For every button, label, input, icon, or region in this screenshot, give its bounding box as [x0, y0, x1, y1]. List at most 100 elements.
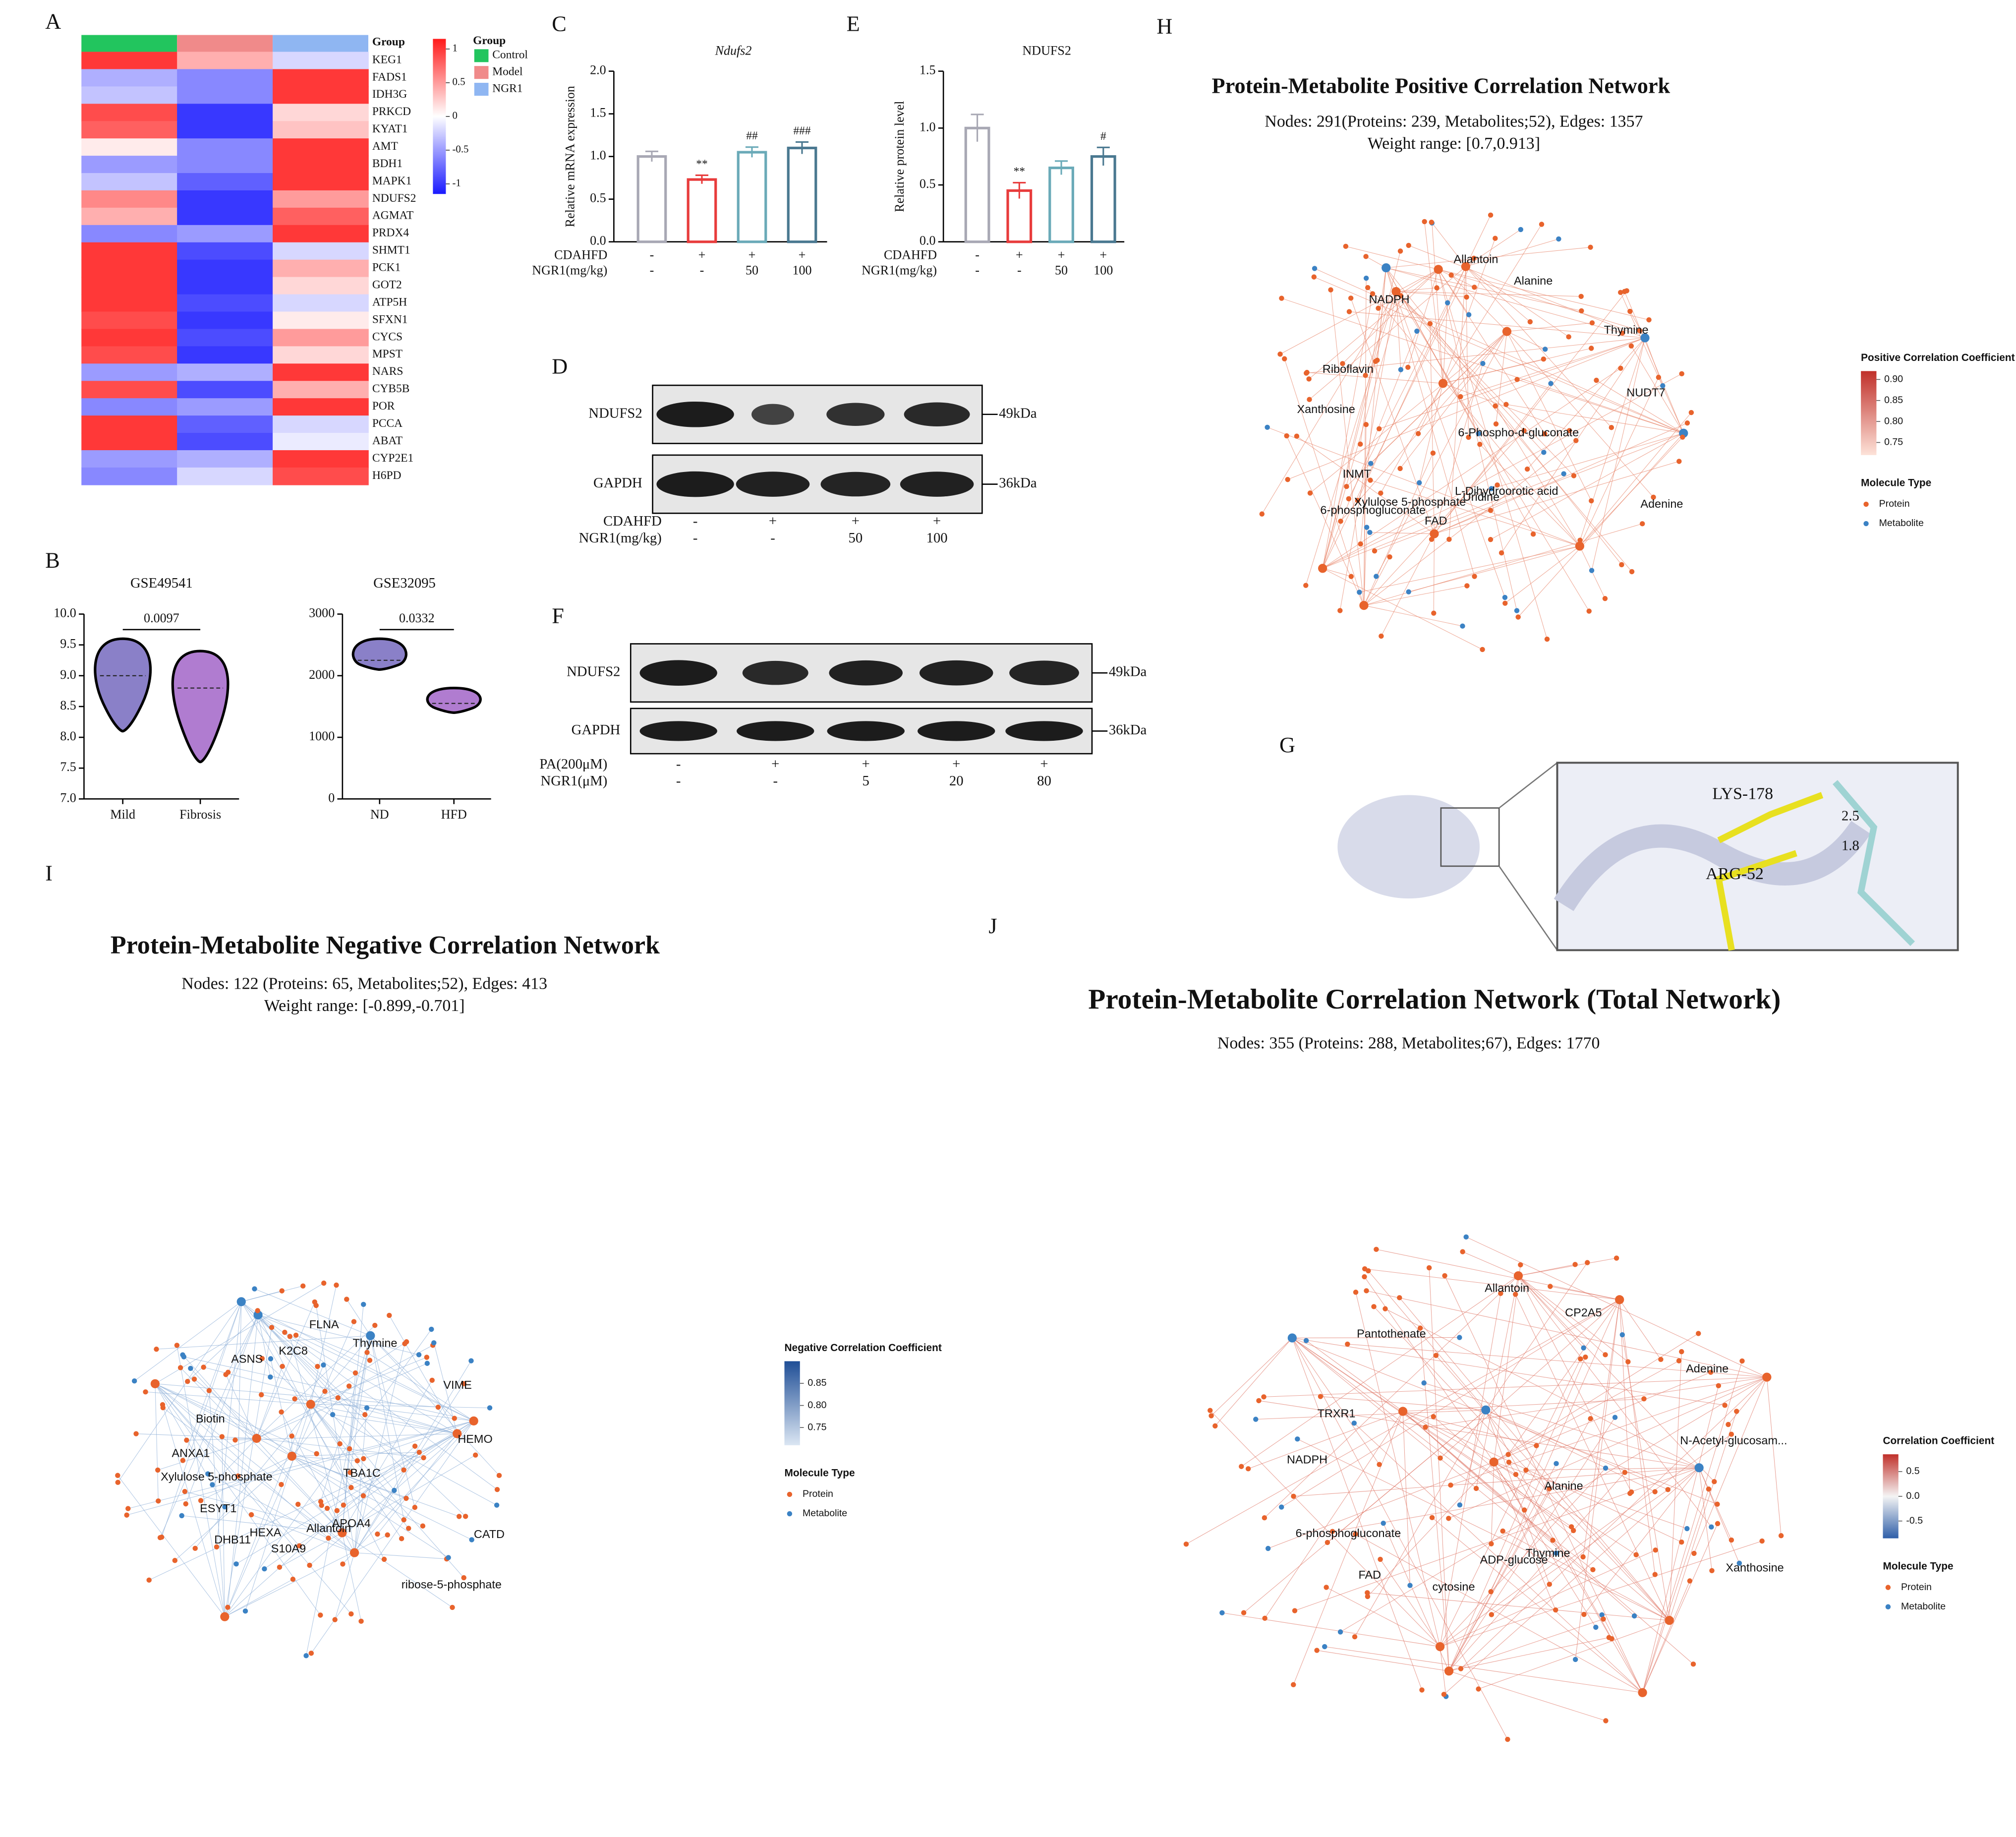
node-label: TBA1C: [343, 1466, 381, 1479]
network-edge: [1629, 311, 1645, 338]
network-edge: [363, 1421, 474, 1459]
network-edge: [1292, 1338, 1380, 1465]
network-node: [155, 1467, 161, 1473]
network-node: [452, 1416, 457, 1421]
network-node: [424, 1361, 430, 1366]
network-edge: [1256, 1410, 1486, 1420]
network-edge: [1575, 1300, 1620, 1659]
heatmap-cell: [177, 346, 273, 364]
network-edge: [310, 1404, 490, 1408]
network-edge: [1438, 269, 1517, 611]
network-node: [1631, 1613, 1637, 1619]
network-edge: [1642, 1385, 1719, 1693]
network-edge: [1364, 556, 1390, 606]
significance-label: #: [1100, 130, 1106, 143]
network-node: [1441, 1692, 1447, 1697]
network-node: [183, 1501, 188, 1507]
network-edge: [377, 1433, 458, 1535]
network-node: [1358, 441, 1363, 447]
network-node: [1652, 1572, 1658, 1577]
network-node: [1343, 243, 1349, 249]
network-edge: [136, 1433, 257, 1439]
network-edge: [1365, 291, 1396, 376]
heatmap-cell: [81, 52, 177, 70]
network-node: [185, 1378, 190, 1384]
treatment-level: 20: [949, 773, 964, 789]
network-node: [1406, 589, 1411, 594]
network-edge: [1494, 1372, 1711, 1463]
node-label: FLNA: [309, 1318, 339, 1331]
network-edge: [1424, 1382, 1699, 1468]
blot-band: [826, 403, 885, 426]
network-edge: [1347, 1344, 1767, 1378]
network-node: [1322, 1644, 1327, 1650]
network-node: [496, 1473, 502, 1479]
legend-label: NGR1: [492, 82, 522, 95]
heatmap-cell: [81, 104, 177, 121]
network-node: [1606, 1635, 1612, 1640]
y-tick-label: 1.0: [590, 148, 606, 163]
network-node: [330, 1412, 336, 1418]
network-edge: [1307, 372, 1443, 384]
network-node: [314, 1451, 319, 1457]
bar: [1090, 155, 1116, 243]
network-edge: [1320, 1396, 1486, 1411]
network-node: [1716, 1383, 1722, 1389]
network-edge: [1501, 338, 1645, 553]
network-node: [312, 1299, 318, 1305]
network-node: [412, 1505, 418, 1510]
node-label: CP2A5: [1565, 1306, 1602, 1319]
heatmap-cell: [177, 190, 273, 208]
network-node: [324, 1505, 330, 1511]
network-edge: [1396, 291, 1467, 297]
network-edge: [1442, 238, 1496, 384]
row-label: NDUFS2: [372, 192, 416, 205]
network-edge: [1526, 1467, 1699, 1471]
network-node: [367, 1358, 373, 1363]
node-label: Riboflavin: [1323, 362, 1374, 375]
network-node: [1344, 483, 1349, 489]
chart-title: Ndufs2: [715, 43, 752, 58]
network-edge: [1386, 267, 1623, 334]
colorbar: [784, 1361, 800, 1445]
network-node: [1577, 537, 1583, 543]
network-edge: [241, 1301, 498, 1490]
treatment-level: -: [650, 263, 654, 278]
network-node: [1627, 308, 1633, 314]
colorbar-tick-label: -1: [452, 177, 461, 189]
node-label: TRXR1: [1318, 1407, 1356, 1420]
network-node: [1397, 248, 1403, 254]
row-label: SFXN1: [372, 313, 408, 326]
network-edge: [1440, 1468, 1606, 1647]
bar: [964, 126, 990, 243]
network-node: [1477, 441, 1483, 447]
node-label: Adenine: [1640, 497, 1683, 510]
network-edge: [1434, 291, 1627, 534]
row-label: PCCA: [372, 417, 403, 430]
panel-letter: J: [988, 914, 997, 938]
legend-dot: [787, 1511, 793, 1517]
network-edge: [1407, 269, 1439, 367]
network-edge: [1267, 1462, 1494, 1549]
network-node: [1542, 347, 1548, 352]
network-node: [352, 1370, 358, 1376]
legend-swatch: [474, 66, 489, 79]
network-node: [1715, 1501, 1720, 1507]
network-node: [1476, 431, 1481, 436]
p-value: 0.0332: [399, 611, 435, 625]
network-node: [1688, 410, 1694, 415]
network-node: [416, 1352, 422, 1358]
heatmap-cell: [81, 190, 177, 208]
network-node: [1278, 1504, 1284, 1510]
network-node: [1646, 317, 1652, 323]
network-edge: [1296, 436, 1435, 534]
network-node: [1306, 376, 1312, 382]
network-node: [1679, 1539, 1684, 1545]
network-node: [1378, 490, 1383, 496]
network-node: [1363, 422, 1369, 427]
heatmap-cell: [177, 311, 273, 330]
ligand: [1833, 780, 1915, 946]
network-edge: [1306, 1340, 1403, 1412]
network-node: [1466, 434, 1471, 440]
network-edge: [1380, 1559, 1440, 1647]
